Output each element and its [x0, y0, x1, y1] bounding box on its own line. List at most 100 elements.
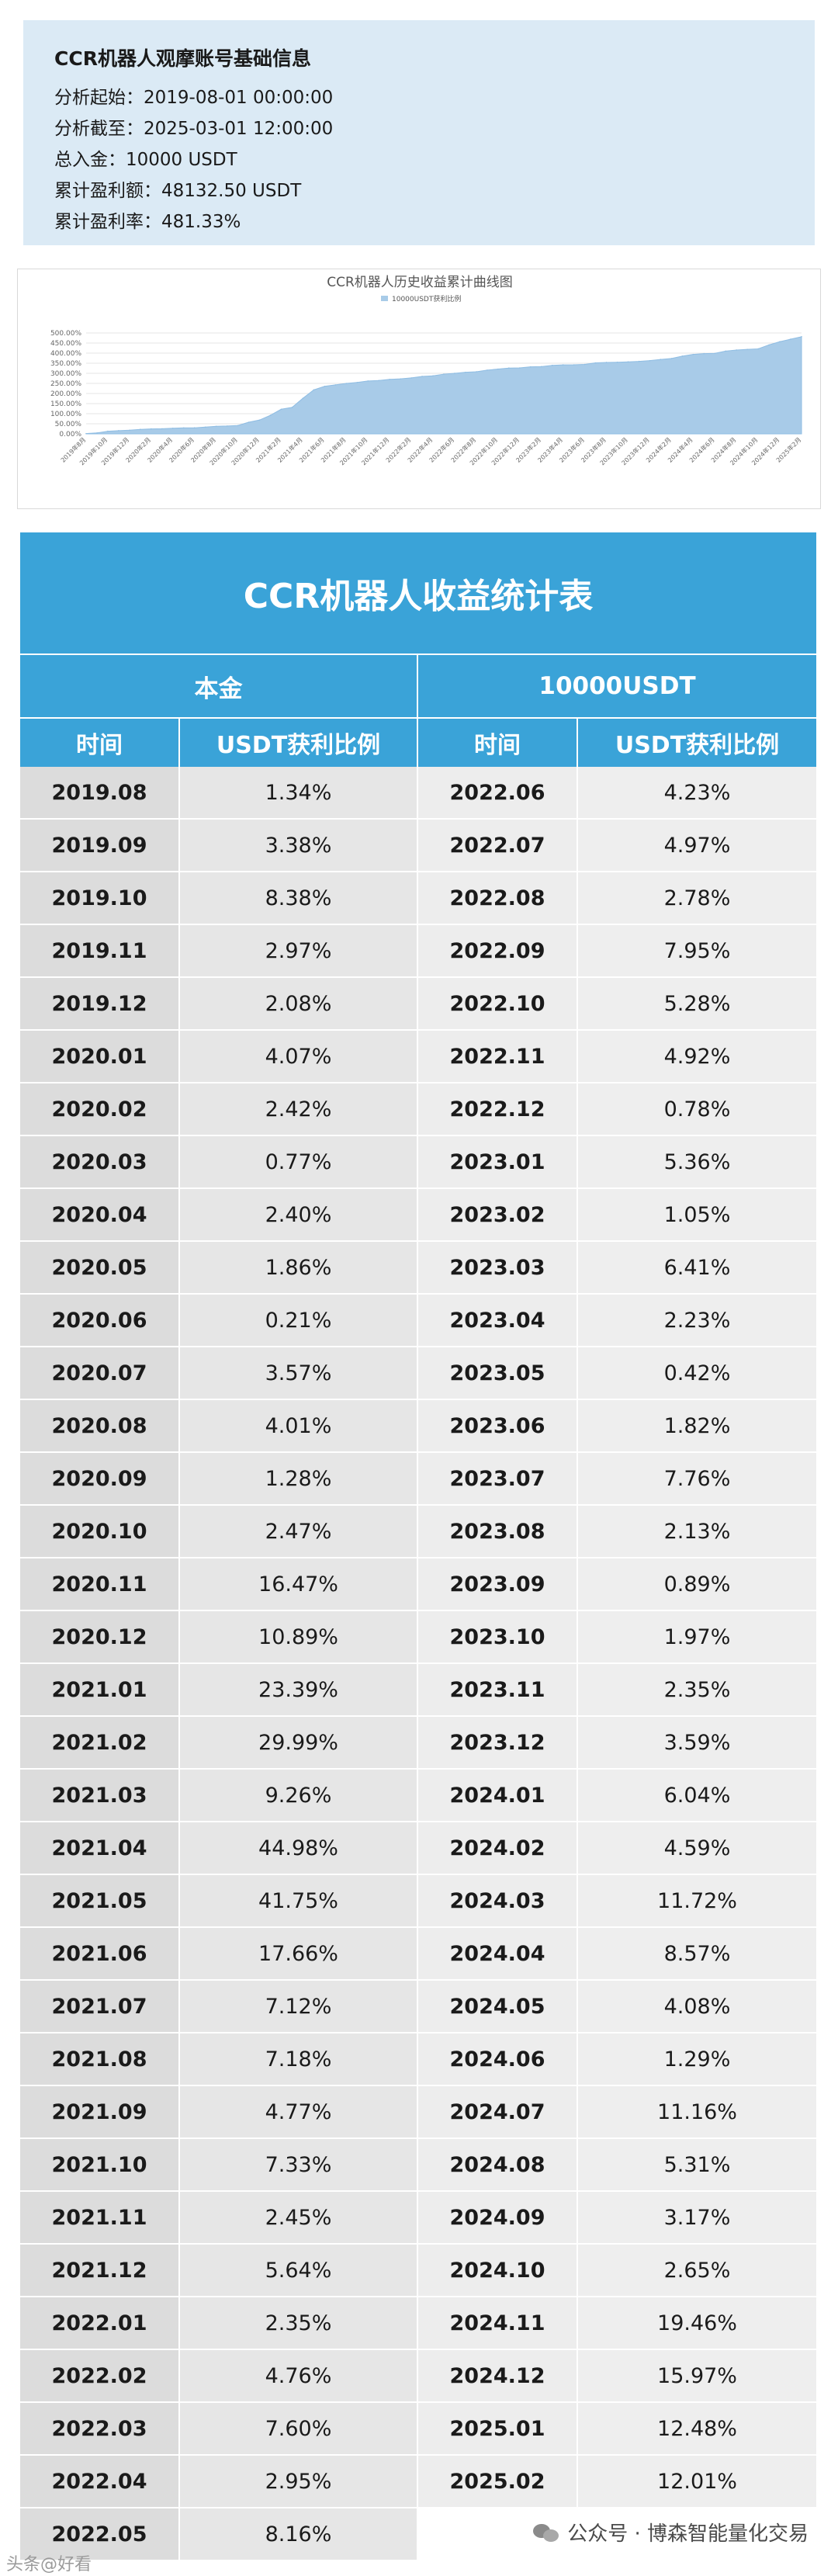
- table-row: 2023.03 6.41%: [418, 1242, 816, 1295]
- header-time-left: 时间: [20, 719, 180, 767]
- data-point: [302, 397, 304, 399]
- table-row: 2021.05 41.75%: [20, 1875, 418, 1928]
- row-ratio: 1.82%: [578, 1400, 816, 1451]
- table-body: 2019.08 1.34% 2019.09 3.38% 2019.10 8.38% 2019…: [20, 767, 816, 2561]
- row-date: 2020.09: [20, 1453, 180, 1504]
- row-ratio: 4.97%: [578, 820, 816, 871]
- row-ratio: 29.99%: [180, 1717, 418, 1768]
- table-row: 2021.06 17.66%: [20, 1928, 418, 1981]
- data-point: [540, 366, 542, 368]
- row-date: 2024.11: [418, 2297, 578, 2349]
- data-point: [465, 371, 466, 373]
- y-tick-label: 200.00%: [50, 390, 81, 398]
- row-ratio: 6.41%: [578, 1242, 816, 1293]
- data-point: [204, 426, 206, 428]
- data-point: [529, 366, 532, 368]
- row-ratio: 11.72%: [578, 1875, 816, 1926]
- row-ratio: 2.08%: [180, 978, 418, 1029]
- row-ratio: 2.97%: [180, 925, 418, 976]
- legend-swatch: [381, 296, 388, 301]
- data-point: [443, 373, 445, 375]
- row-date: 2020.06: [20, 1295, 180, 1346]
- row-ratio: 7.33%: [180, 2139, 418, 2190]
- right-column-group: 2022.06 4.23% 2022.07 4.97% 2022.08 2.78% 2022…: [418, 767, 816, 2561]
- row-date: 2024.01: [418, 1770, 578, 1821]
- row-ratio: 0.42%: [578, 1347, 816, 1399]
- row-date: 2023.08: [418, 1506, 578, 1557]
- row-ratio: 4.08%: [578, 1981, 816, 2032]
- table-row: 2024.01 6.04%: [418, 1770, 816, 1822]
- row-date: 2024.10: [418, 2245, 578, 2296]
- y-tick-label: 500.00%: [50, 330, 81, 338]
- cumulative-profit-chart: CCR机器人历史收益累计曲线图 10000USDT获利比例 500.00% 450.0…: [17, 269, 821, 509]
- row-ratio: 2.40%: [180, 1189, 418, 1240]
- row-date: 2020.08: [20, 1400, 180, 1451]
- data-point: [269, 414, 272, 416]
- row-ratio: 11.16%: [578, 2086, 816, 2137]
- row-date: 2022.07: [418, 820, 578, 871]
- row-ratio: 7.18%: [180, 2033, 418, 2085]
- row-date: 2024.03: [418, 1875, 578, 1926]
- data-point: [605, 362, 608, 363]
- left-column-group: 2019.08 1.34% 2019.09 3.38% 2019.10 8.38% 2019…: [20, 767, 418, 2561]
- row-ratio: 2.47%: [180, 1506, 418, 1557]
- row-ratio: 4.07%: [180, 1031, 418, 1082]
- table-row: 2021.08 7.18%: [20, 2033, 418, 2086]
- data-point: [725, 350, 727, 352]
- row-date: 2019.08: [20, 767, 180, 818]
- table-row: 2024.07 11.16%: [418, 2086, 816, 2139]
- row-ratio: 5.31%: [578, 2139, 816, 2190]
- row-ratio: 7.76%: [578, 1453, 816, 1504]
- data-point: [583, 363, 586, 366]
- data-point: [280, 408, 282, 411]
- row-ratio: 1.86%: [180, 1242, 418, 1293]
- row-date: 2020.07: [20, 1347, 180, 1399]
- footer-watermark: 公众号 · 博森智能量化交易: [533, 2518, 809, 2547]
- data-point: [487, 369, 488, 371]
- y-tick-label: 50.00%: [55, 421, 82, 428]
- table-row: 2022.11 4.92%: [418, 1031, 816, 1083]
- row-ratio: 3.17%: [578, 2192, 816, 2243]
- header-time-right: 时间: [418, 719, 578, 767]
- data-point: [638, 360, 640, 362]
- table-row: 2023.01 5.36%: [418, 1136, 816, 1189]
- table-row: 2022.08 2.78%: [418, 872, 816, 925]
- row-ratio: 2.42%: [180, 1083, 418, 1135]
- row-date: 2022.11: [418, 1031, 578, 1082]
- data-point: [757, 348, 759, 350]
- row-ratio: 1.34%: [180, 767, 418, 818]
- table-row: 2021.12 5.64%: [20, 2245, 418, 2297]
- row-date: 2023.02: [418, 1189, 578, 1240]
- table-row: 2024.11 19.46%: [418, 2297, 816, 2350]
- data-point: [627, 361, 629, 363]
- row-ratio: 5.36%: [578, 1136, 816, 1187]
- row-date: 2021.01: [20, 1664, 180, 1715]
- row-date: 2024.12: [418, 2350, 578, 2401]
- row-date: 2022.04: [20, 2456, 180, 2507]
- table-row: 2020.08 4.01%: [20, 1400, 418, 1453]
- data-point: [801, 336, 802, 338]
- table-row: 2022.06 4.23%: [418, 767, 816, 820]
- data-point: [378, 380, 379, 382]
- row-date: 2024.07: [418, 2086, 578, 2137]
- profit-table: CCR机器人收益统计表 本金 10000USDT 时间 USDT获利比例 时间 …: [20, 532, 816, 2561]
- corner-watermark: 头条@好看: [6, 2555, 92, 2574]
- row-date: 2021.05: [20, 1875, 180, 1926]
- table-row: 2021.03 9.26%: [20, 1770, 418, 1822]
- table-row: 2021.04 44.98%: [20, 1822, 418, 1875]
- row-ratio: 2.78%: [578, 872, 816, 924]
- data-point: [334, 384, 337, 386]
- row-date: 2023.03: [418, 1242, 578, 1293]
- row-ratio: 44.98%: [180, 1822, 418, 1874]
- info-deposit: 总入金：10000 USDT: [54, 150, 237, 170]
- table-row: 2020.07 3.57%: [20, 1347, 418, 1400]
- data-point: [215, 425, 217, 428]
- y-tick-label: 250.00%: [50, 380, 81, 388]
- row-ratio: 4.77%: [180, 2086, 418, 2137]
- row-ratio: 12.01%: [578, 2456, 816, 2507]
- table-row: 2021.11 2.45%: [20, 2192, 418, 2245]
- row-date: 2020.04: [20, 1189, 180, 1240]
- header-ratio-right: USDT获利比例: [615, 732, 780, 759]
- y-tick-label: 0.00%: [59, 431, 81, 439]
- data-point: [345, 383, 348, 384]
